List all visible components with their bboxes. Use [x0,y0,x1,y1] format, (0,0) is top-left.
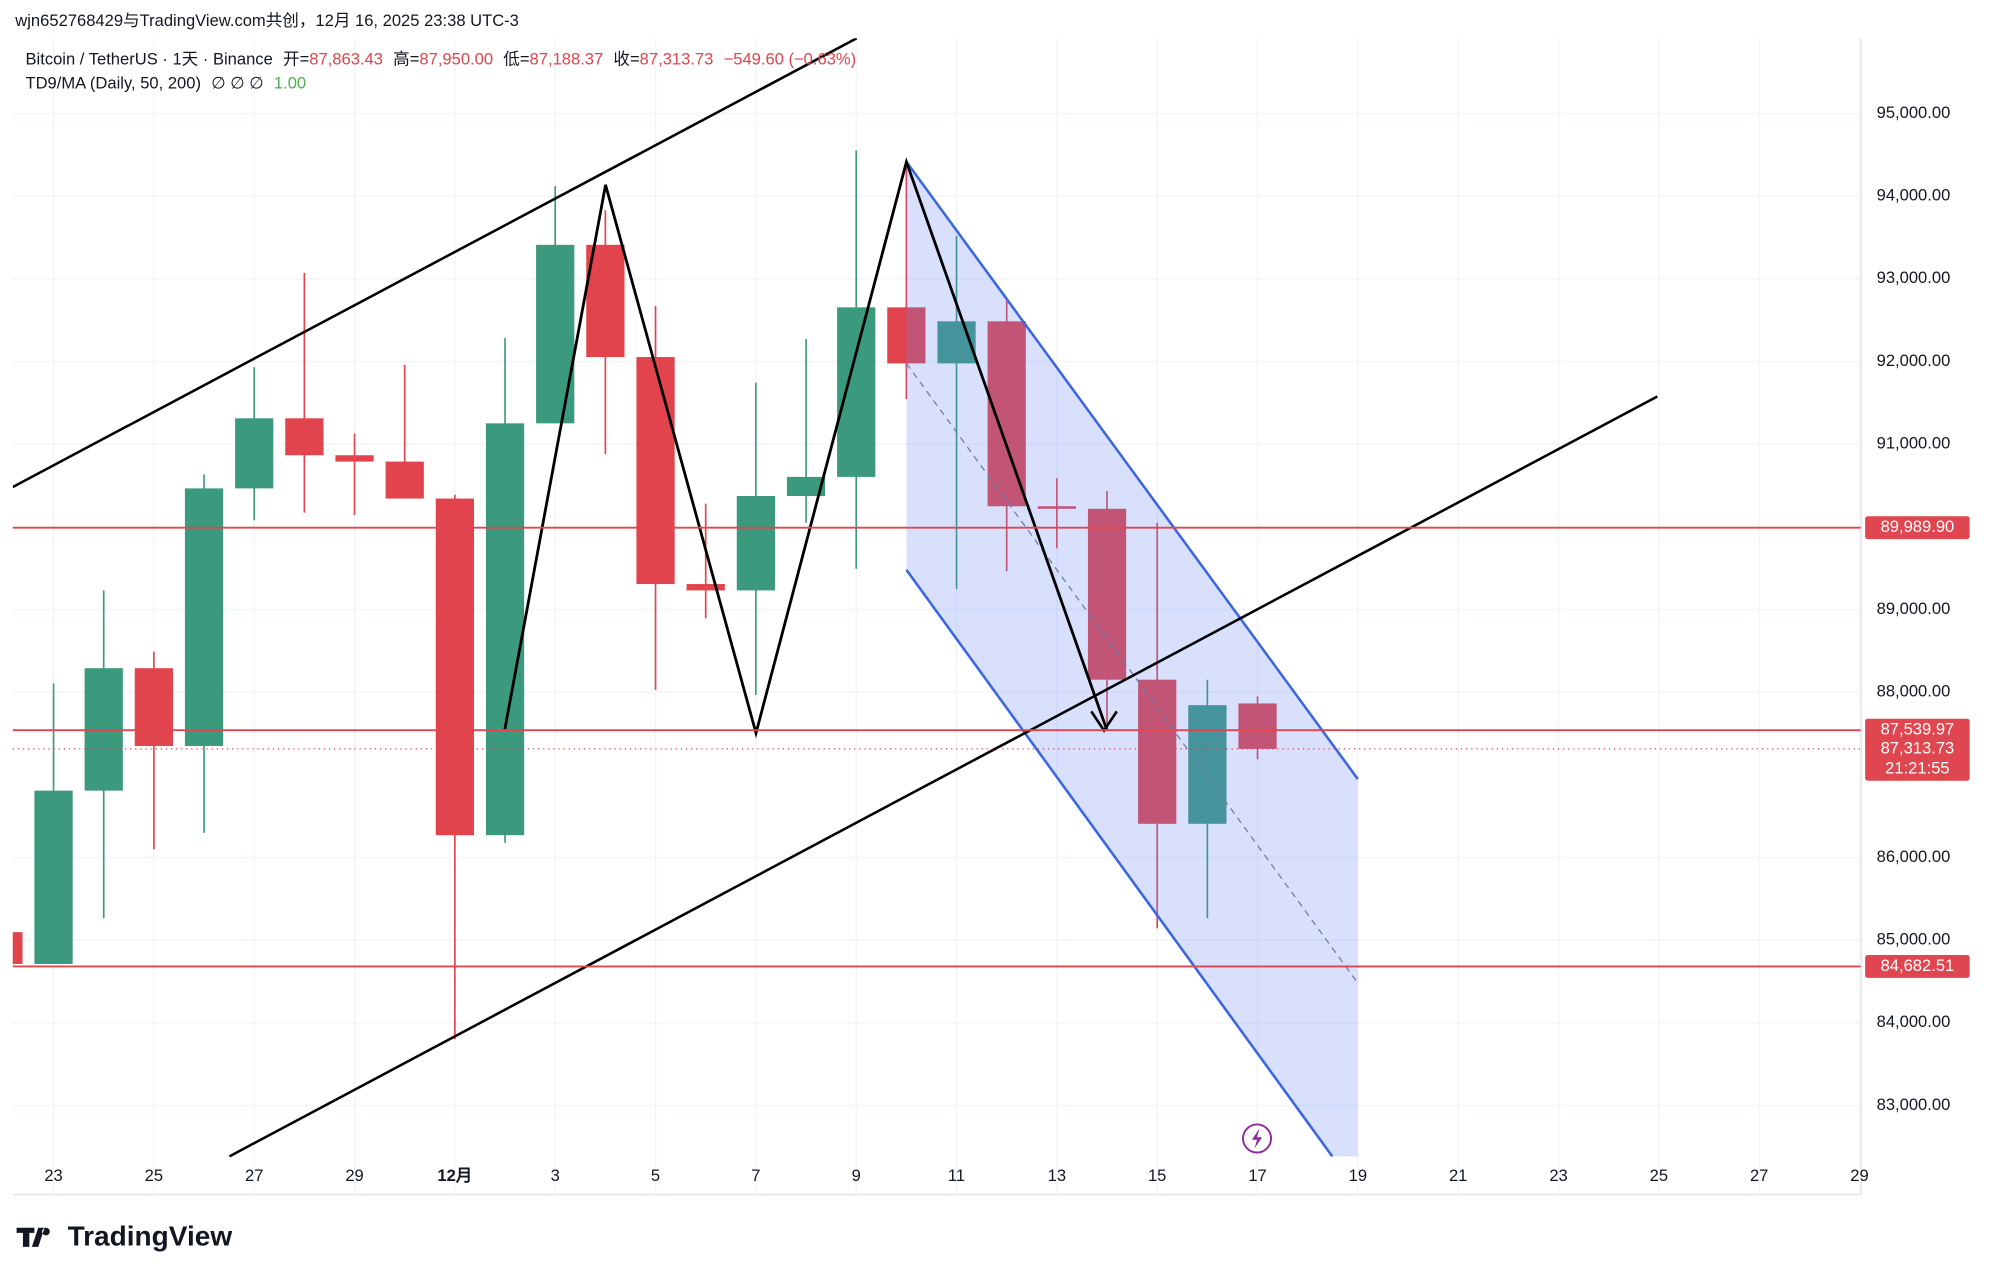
candle-body [887,307,926,364]
channel-fill [906,161,1358,1157]
logo-icon [16,1227,50,1247]
legend-key: 低= [503,49,529,68]
legend-key: 开= [283,49,309,68]
x-tick-label: 3 [551,1166,560,1185]
indicator-symbols: ∅ ∅ ∅ [211,74,264,93]
legend-value: 87,950.00 [419,49,493,68]
x-tick-label: 13 [1048,1166,1066,1185]
x-tick-label: 23 [44,1166,62,1185]
candle-body [235,418,274,489]
channel-line [905,569,1334,1158]
candle-body [1138,679,1177,824]
candle-body [485,423,525,836]
legend-title: Bitcoin / TetherUS · 1天 · Binance [25,49,272,68]
y-tick-label: 94,000.00 [1877,186,1951,205]
candle-body [1188,705,1227,824]
countdown: 21:21:55 [1885,759,1949,778]
price-label: 84,682.51 [1881,956,1955,975]
y-tick-label: 85,000.00 [1877,930,1951,949]
x-tick-label: 12月 [437,1166,472,1185]
x-tick-label: 17 [1248,1166,1266,1185]
candle-body [1087,508,1127,680]
x-tick-label: 29 [1850,1166,1868,1185]
candle-body [134,668,174,746]
y-tick-label: 89,000.00 [1877,599,1951,618]
price-label-box [1865,718,1970,742]
candle-body [435,498,474,836]
candle-body [786,476,826,496]
event-icon-bolt [1251,1128,1263,1149]
y-tick-label: 92,000.00 [1877,351,1951,370]
candle-body [34,790,73,964]
x-tick-label: 25 [145,1166,163,1185]
candle-body [12,932,23,964]
header: wjn652768429与TradingView.com共创，12月 16, 2… [14,11,519,30]
candle-body [184,488,224,746]
price-label-box [1865,516,1970,540]
y-tick-label: 83,000.00 [1877,1095,1951,1114]
indicator-value: 1.00 [274,74,306,93]
candle-body [1037,506,1076,509]
price-label-box [1865,954,1970,978]
price-label: 89,989.90 [1881,517,1955,536]
y-tick-label: 91,000.00 [1877,434,1951,453]
trend-line [228,395,1658,1158]
x-tick-label: 19 [1349,1166,1367,1185]
x-tick-label: 25 [1650,1166,1668,1185]
candle-body [837,307,876,477]
candle-body [285,418,324,456]
x-tick-label: 27 [1750,1166,1768,1185]
x-tick-label: 5 [651,1166,660,1185]
indicator-name: TD9/MA (Daily, 50, 200) [25,74,201,93]
y-tick-label: 88,000.00 [1877,682,1951,701]
channel-mid [905,362,1359,984]
drawings [12,38,1658,1158]
legend-value: 87,188.37 [530,49,604,68]
candle-body [536,244,575,424]
candle-body [636,357,675,585]
y-tick-label: 84,000.00 [1877,1012,1951,1031]
grid [12,38,1862,1195]
legend-key: 高= [393,49,419,68]
y-tick-label: 95,000.00 [1877,103,1951,122]
trend-line [12,38,858,489]
candle-body [586,244,625,358]
brand: TradingView [68,1220,233,1251]
x-tick-label: 21 [1449,1166,1467,1185]
x-tick-label: 29 [345,1166,363,1185]
candle-body [736,495,775,591]
y-tick-label: 93,000.00 [1877,268,1951,287]
x-tick-label: 7 [751,1166,760,1185]
channel-line [905,161,1359,780]
x-tick-label: 23 [1549,1166,1567,1185]
price-label-box [1865,737,1970,781]
price-label: 87,313.73 [1881,738,1955,757]
x-tick-label: 27 [245,1166,263,1185]
candle-body [686,584,725,591]
price-lines: 89,989.90 87,539.97 84,682.51 87,313.73 21:2… [12,516,1970,978]
legend-change: −549.60 (−0.63%) [724,49,857,68]
zigzag [503,157,1108,739]
candle-body [1238,703,1277,749]
candle-body [385,461,424,499]
candle-body [335,455,374,462]
legend-value: 87,313.73 [640,49,714,68]
x-tick-label: 15 [1148,1166,1166,1185]
legend-value: 87,863.43 [309,49,383,68]
y-tick-label: 86,000.00 [1877,847,1951,866]
x-tick-label: 11 [948,1166,965,1185]
x-tick-label: 9 [852,1166,861,1185]
legend-key: 收= [613,49,639,68]
price-label: 87,539.97 [1881,720,1955,739]
